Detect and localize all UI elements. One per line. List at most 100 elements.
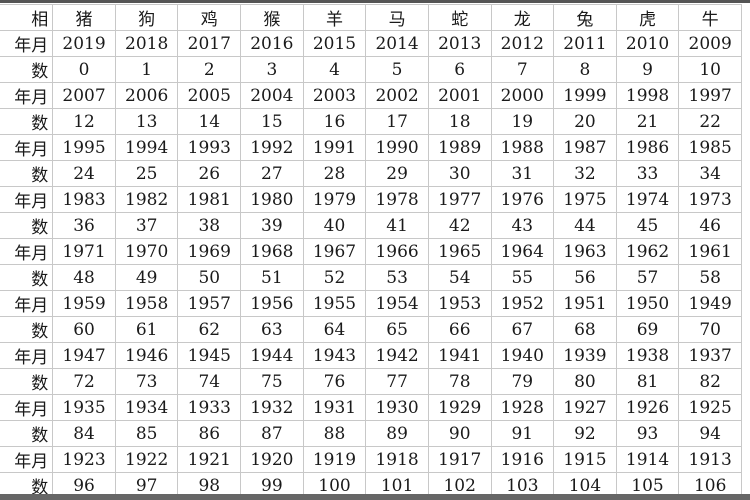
table-cell: 1946 [114, 342, 179, 369]
table-cell: 1976 [490, 186, 555, 213]
table-cell: 1921 [177, 446, 242, 473]
header-cell: 牛 [678, 4, 742, 31]
table-cell: 40 [302, 212, 367, 239]
table-cell: 74 [177, 368, 242, 395]
table-cell: 6 [427, 56, 492, 83]
table-cell: 1999 [553, 82, 617, 109]
table-cell: 58 [678, 264, 742, 291]
table-cell: 7 [490, 56, 555, 83]
table-cell: 92 [553, 420, 617, 447]
table-cell: 2007 [52, 82, 116, 109]
table-cell: 3 [240, 56, 304, 83]
table-cell: 2014 [365, 30, 429, 57]
table-cell: 1962 [615, 238, 680, 265]
table-cell: 1950 [615, 290, 680, 317]
table-cell: 29 [365, 160, 429, 187]
table-row: 数 84 85 86 87 88 89 90 91 92 93 94 [0, 420, 742, 447]
table-cell: 81 [615, 368, 680, 395]
table-cell: 1929 [427, 394, 492, 421]
table-row: 年月 1971 1970 1969 1968 1967 1966 1965 1964 1963 19… [0, 238, 742, 265]
table-row: 年月 1935 1934 1933 1932 1931 1930 1929 1928 1927 19… [0, 394, 742, 421]
table-row: 年月 1995 1994 1993 1992 1991 1990 1989 1988 1987 19… [0, 134, 742, 161]
table-cell: 1923 [52, 446, 116, 473]
table-cell: 1956 [240, 290, 304, 317]
table-cell: 1975 [553, 186, 617, 213]
table-cell: 1993 [177, 134, 242, 161]
table-cell: 1994 [114, 134, 179, 161]
table-cell: 1935 [52, 394, 116, 421]
table-cell: 1941 [427, 342, 492, 369]
table-cell: 78 [427, 368, 492, 395]
table-cell: 43 [490, 212, 555, 239]
table-cell: 90 [427, 420, 492, 447]
table-cell: 62 [177, 316, 242, 343]
row-label: 数 [0, 368, 54, 395]
table-cell: 18 [427, 108, 492, 135]
table-cell: 1955 [302, 290, 367, 317]
table-cell: 2011 [553, 30, 617, 57]
table-cell: 12 [52, 108, 116, 135]
bottom-border [0, 494, 750, 500]
row-label: 相 [0, 4, 54, 31]
zodiac-age-table: 相猪狗鸡猴羊马蛇龙兔虎牛年月 2019 2018 2017 2016 2015 2014 20… [0, 4, 742, 499]
table-cell: 1914 [615, 446, 680, 473]
table-cell: 80 [553, 368, 617, 395]
header-cell: 猴 [240, 4, 304, 31]
table-cell: 1974 [615, 186, 680, 213]
table-cell: 1945 [177, 342, 242, 369]
table-cell: 1928 [490, 394, 555, 421]
table-cell: 50 [177, 264, 242, 291]
table-cell: 1987 [553, 134, 617, 161]
table-cell: 1981 [177, 186, 242, 213]
table-cell: 82 [678, 368, 742, 395]
table-cell: 1952 [490, 290, 555, 317]
table-cell: 10 [678, 56, 742, 83]
row-label: 数 [0, 264, 54, 291]
table-cell: 1982 [114, 186, 179, 213]
table-cell: 0 [52, 56, 116, 83]
table-cell: 2002 [365, 82, 429, 109]
row-label: 数 [0, 160, 54, 187]
table-cell: 1998 [615, 82, 680, 109]
table-cell: 1978 [365, 186, 429, 213]
table-cell: 46 [678, 212, 742, 239]
table-cell: 44 [553, 212, 617, 239]
header-cell: 羊 [302, 4, 367, 31]
table-cell: 1947 [52, 342, 116, 369]
table-cell: 39 [240, 212, 304, 239]
table-cell: 75 [240, 368, 304, 395]
table-cell: 22 [678, 108, 742, 135]
table-cell: 1919 [302, 446, 367, 473]
table-cell: 1954 [365, 290, 429, 317]
table-cell: 8 [553, 56, 617, 83]
table-cell: 1944 [240, 342, 304, 369]
table-cell: 2019 [52, 30, 116, 57]
table-cell: 37 [114, 212, 179, 239]
table-cell: 25 [114, 160, 179, 187]
table-cell: 70 [678, 316, 742, 343]
table-cell: 91 [490, 420, 555, 447]
row-label: 年月 [0, 134, 54, 161]
table-cell: 73 [114, 368, 179, 395]
table-cell: 2012 [490, 30, 555, 57]
table-cell: 1990 [365, 134, 429, 161]
table-cell: 2015 [302, 30, 367, 57]
table-cell: 1931 [302, 394, 367, 421]
table-cell: 1951 [553, 290, 617, 317]
table-cell: 1969 [177, 238, 242, 265]
table-cell: 1930 [365, 394, 429, 421]
table-cell: 1967 [302, 238, 367, 265]
table-cell: 1925 [678, 394, 742, 421]
row-label: 数 [0, 108, 54, 135]
table-cell: 1979 [302, 186, 367, 213]
table-cell: 1933 [177, 394, 242, 421]
table-cell: 2000 [490, 82, 555, 109]
table-cell: 79 [490, 368, 555, 395]
header-cell: 狗 [114, 4, 179, 31]
table-cell: 1949 [678, 290, 742, 317]
header-cell: 马 [365, 4, 429, 31]
table-cell: 26 [177, 160, 242, 187]
table-cell: 1918 [365, 446, 429, 473]
table-cell: 34 [678, 160, 742, 187]
table-row: 数 12 13 14 15 16 17 18 19 20 21 22 [0, 108, 742, 135]
